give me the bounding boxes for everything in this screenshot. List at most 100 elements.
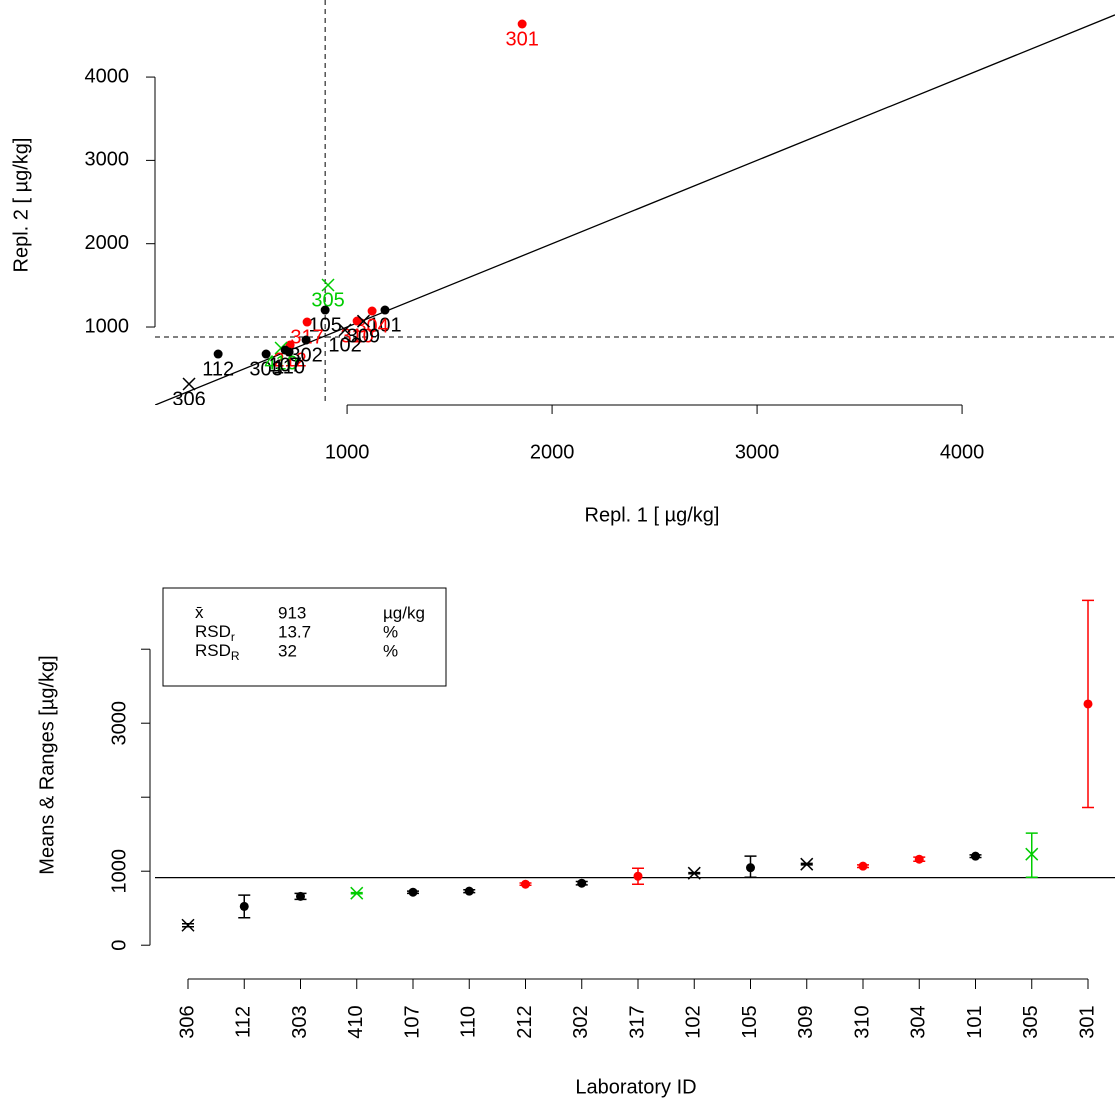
x-tick-label: 410 xyxy=(345,1005,367,1038)
point xyxy=(858,861,868,871)
x-tick-label: 304 xyxy=(908,1005,930,1038)
cross-stroke xyxy=(182,377,196,391)
x-tick-label: 102 xyxy=(683,1005,705,1038)
point-label: 102 xyxy=(328,334,361,356)
y-axis-title: Means & Ranges [µg/kg] xyxy=(36,655,58,874)
point-label: 410 xyxy=(264,352,297,374)
x-tick-label: 302 xyxy=(570,1005,592,1038)
cross-stroke xyxy=(321,278,335,292)
x-tick-label: 107 xyxy=(401,1005,423,1038)
stat-label-text: RSD xyxy=(195,622,231,641)
y-tick-label: 0 xyxy=(108,940,130,951)
x-tick-label: 4000 xyxy=(940,441,985,463)
stat-label: RSDr xyxy=(195,622,235,644)
x-tick-label: 212 xyxy=(514,1005,536,1038)
stat-label-text: RSD xyxy=(195,641,231,660)
y-tick-label: 3000 xyxy=(108,701,130,746)
x-tick-label: 310 xyxy=(851,1005,873,1038)
x-tick-label: 309 xyxy=(795,1005,817,1038)
point xyxy=(914,854,924,864)
point xyxy=(746,863,755,873)
stat-value: 913 xyxy=(278,603,306,622)
point-cross xyxy=(182,377,196,391)
stat-label-text: x̄ xyxy=(195,603,204,622)
point-label: 310 xyxy=(340,325,373,347)
x-tick-label: 306 xyxy=(176,1005,198,1038)
cross-stroke xyxy=(356,314,371,328)
point xyxy=(239,901,249,911)
y-tick-label: 1000 xyxy=(85,315,130,337)
point-cross xyxy=(350,886,364,900)
point-label: 112 xyxy=(202,358,234,380)
cross-stroke xyxy=(350,886,364,900)
y-tick-label: 1000 xyxy=(108,849,130,894)
point-cross xyxy=(356,314,371,328)
point xyxy=(302,317,312,327)
point-label: 105 xyxy=(308,314,341,336)
point xyxy=(971,851,980,861)
point-cross xyxy=(338,323,352,337)
point-label: 305 xyxy=(311,289,344,311)
point-label: 107 xyxy=(268,354,301,376)
x-tick-label: 110 xyxy=(458,1006,480,1038)
point-cross xyxy=(800,857,814,871)
cross-stroke xyxy=(687,866,701,880)
point-label: 309 xyxy=(347,325,380,347)
x-axis-title: Repl. 1 [ µg/kg] xyxy=(585,504,720,526)
stat-unit: % xyxy=(383,641,398,660)
point-label: 101 xyxy=(368,314,401,336)
point-label: 306 xyxy=(172,388,205,410)
y-tick-label: 2000 xyxy=(85,232,130,254)
cross-stroke xyxy=(1025,847,1039,861)
x-tick-label: 317 xyxy=(626,1005,648,1038)
cross-stroke xyxy=(338,323,352,337)
plot-area: 3013051051013043103171022123021123034101… xyxy=(155,0,1115,410)
x-tick-label: 3000 xyxy=(735,441,780,463)
x-tick-label: 305 xyxy=(1020,1005,1042,1038)
stats-legend: x̄ 913 µg/kg RSDr 13.7 % RSDR 32% xyxy=(162,587,447,687)
stat-label: x̄ xyxy=(195,603,204,622)
point xyxy=(517,19,527,29)
point-label: 301 xyxy=(505,28,538,50)
point xyxy=(464,886,474,896)
stat-label: RSDR xyxy=(195,641,240,663)
x-tick-label: 301 xyxy=(1076,1005,1098,1038)
stat-value: 13.7 xyxy=(278,622,311,641)
identity-line xyxy=(155,14,1115,405)
point-label: 212 xyxy=(273,349,306,371)
point-label: 110 xyxy=(273,356,305,378)
cross-stroke xyxy=(181,918,195,932)
point xyxy=(320,305,330,315)
point-cross xyxy=(1025,847,1039,861)
x-tick-label: 105 xyxy=(739,1005,761,1038)
point xyxy=(1083,699,1093,709)
x-tick-label: 112 xyxy=(233,1006,255,1038)
legend-box xyxy=(162,587,447,687)
x-tick-label: 1000 xyxy=(325,441,370,463)
stat-unit: % xyxy=(383,622,398,641)
stat-unit: µg/kg xyxy=(383,603,425,622)
point-label: 302 xyxy=(289,344,322,366)
point xyxy=(633,871,643,881)
y-axis-title: Repl. 2 [ µg/kg] xyxy=(10,138,32,273)
cross-stroke xyxy=(800,857,814,871)
point-cross xyxy=(321,278,335,292)
point xyxy=(284,347,294,357)
point xyxy=(521,879,530,889)
point-cross xyxy=(181,918,195,932)
point-cross xyxy=(687,866,701,880)
point-label: 303 xyxy=(249,358,282,380)
point xyxy=(367,306,377,316)
point xyxy=(577,878,587,888)
point xyxy=(408,887,418,897)
stat-value: 32 xyxy=(278,641,297,660)
x-tick-label: 303 xyxy=(289,1005,311,1038)
y-tick-label: 4000 xyxy=(85,65,130,87)
y-tick-label: 3000 xyxy=(85,149,130,171)
x-tick-label: 2000 xyxy=(530,441,575,463)
point xyxy=(380,305,390,315)
x-axis-title: Laboratory ID xyxy=(575,1076,696,1098)
point xyxy=(352,316,362,326)
